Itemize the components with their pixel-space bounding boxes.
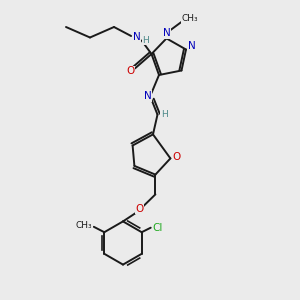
Text: O: O [135, 203, 144, 214]
Text: O: O [172, 152, 181, 162]
Text: Cl: Cl [152, 223, 163, 233]
Text: N: N [144, 91, 152, 101]
Text: H: H [142, 36, 149, 45]
Text: CH₃: CH₃ [76, 221, 92, 230]
Text: H: H [161, 110, 167, 119]
Text: CH₃: CH₃ [182, 14, 198, 23]
Text: N: N [133, 32, 140, 43]
Text: N: N [163, 28, 171, 38]
Text: O: O [126, 66, 135, 76]
Text: N: N [188, 41, 196, 51]
